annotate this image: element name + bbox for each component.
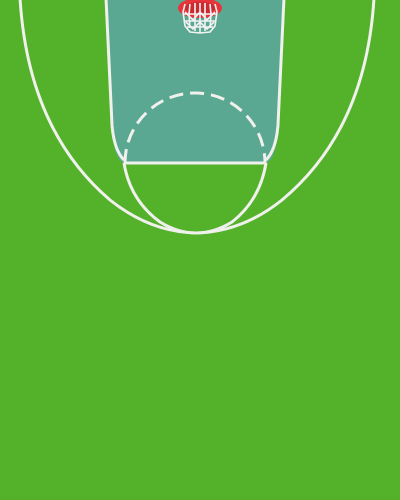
key-outline-right <box>264 0 286 162</box>
net <box>182 3 218 34</box>
paint-key <box>106 0 284 163</box>
key-outline <box>104 0 126 162</box>
free-throw-circle-dashed <box>123 91 267 164</box>
basketball-hoop-icon <box>178 0 222 34</box>
three-point-arc <box>18 0 376 235</box>
